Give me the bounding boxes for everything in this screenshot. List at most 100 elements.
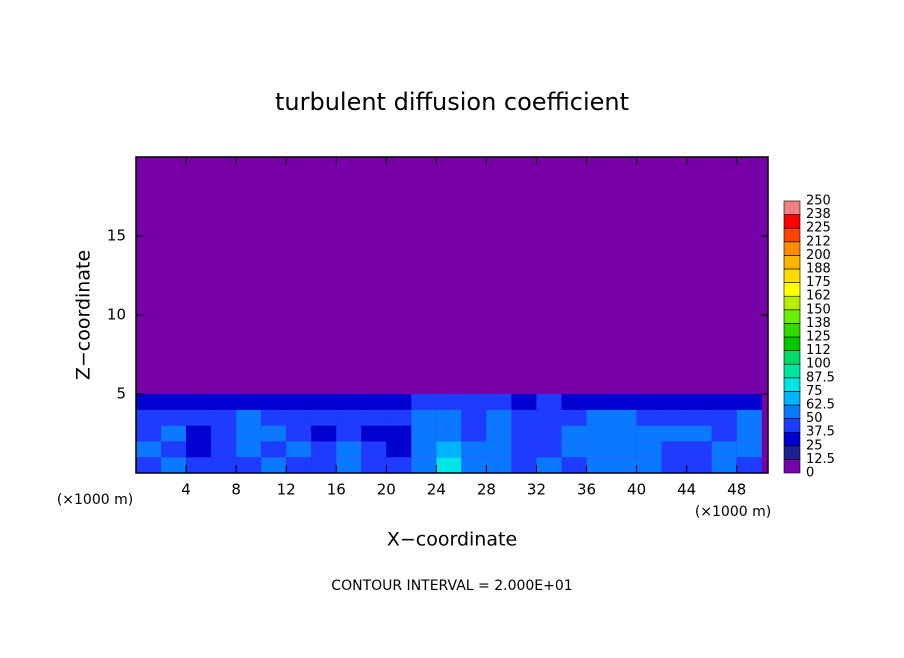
cell [561, 457, 587, 473]
cell [436, 157, 462, 394]
cell [261, 409, 287, 426]
cell [711, 441, 737, 458]
cell [386, 157, 412, 394]
x-tick-label: 8 [231, 481, 241, 499]
cell [636, 157, 662, 394]
cell [661, 157, 687, 394]
cell [711, 394, 737, 410]
cell [711, 157, 737, 394]
cell [161, 409, 187, 426]
cell [511, 157, 537, 394]
cell [436, 425, 462, 442]
cell [411, 425, 437, 442]
cell [561, 394, 587, 410]
cell [711, 409, 737, 426]
colorbar-band [783, 268, 801, 283]
colorbar-label: 75 [806, 384, 823, 399]
y-axis-label: Z−coordinate [73, 250, 95, 380]
cell [311, 409, 337, 426]
cell [186, 409, 212, 426]
cell [736, 157, 762, 394]
cell [136, 441, 162, 458]
colorbar-label: 200 [806, 248, 831, 263]
cell [736, 441, 762, 458]
x-tick-label: 28 [477, 481, 496, 499]
x-tick-label: 24 [427, 481, 446, 499]
cell [186, 394, 212, 410]
colorbar-label: 0 [806, 466, 814, 481]
cell [661, 394, 687, 410]
cell [536, 157, 562, 394]
cell [461, 457, 487, 473]
cell [261, 425, 287, 442]
cell [736, 425, 762, 442]
cell [661, 441, 687, 458]
cell [261, 441, 287, 458]
x-tick-label: 16 [327, 481, 346, 499]
cell [611, 394, 637, 410]
colorbar-label: 162 [806, 289, 831, 304]
cell [236, 441, 262, 458]
colorbar-band [783, 241, 801, 256]
cell [311, 394, 337, 410]
cell [336, 425, 362, 442]
cell [361, 157, 387, 394]
colorbar-label: 150 [806, 302, 831, 317]
cell [286, 425, 312, 442]
cell [136, 425, 162, 442]
cell [286, 409, 312, 426]
x-tick-label: 48 [727, 481, 746, 499]
cell [611, 425, 637, 442]
cell [686, 394, 712, 410]
cell [711, 425, 737, 442]
cell [386, 457, 412, 473]
colorbar-label: 50 [806, 411, 823, 426]
cell [286, 157, 312, 394]
cell [386, 425, 412, 442]
cell [661, 409, 687, 426]
colorbar-band [783, 282, 801, 297]
cell [636, 394, 662, 410]
cell [436, 441, 462, 458]
cell [736, 457, 762, 473]
cell [611, 409, 637, 426]
cell [511, 425, 537, 442]
cell [411, 441, 437, 458]
cell [586, 441, 612, 458]
cell [236, 425, 262, 442]
cell [536, 409, 562, 426]
cell [261, 394, 287, 410]
x-tick-label: 44 [677, 481, 696, 499]
cell [186, 157, 212, 394]
cell [261, 157, 287, 394]
colorbar-band [783, 431, 801, 447]
colorbar-label: 100 [806, 357, 831, 372]
colorbar-band [783, 309, 801, 324]
colorbar-label: 138 [806, 316, 831, 331]
cell [186, 441, 212, 458]
cell [361, 394, 387, 410]
colorbar-band [783, 323, 801, 338]
cell [161, 394, 187, 410]
x-tick-label: 20 [377, 481, 396, 499]
colorbar-label: 250 [806, 194, 831, 209]
cell [236, 157, 262, 394]
cell [611, 157, 637, 394]
cell [736, 394, 762, 410]
cell [486, 425, 512, 442]
y-tick-label: 10 [107, 306, 126, 324]
colorbar-label: 62.5 [806, 398, 835, 413]
cell [511, 457, 537, 473]
colorbar-band [783, 445, 801, 460]
colorbar-label: 175 [806, 275, 831, 290]
cell [436, 457, 462, 473]
cell [336, 157, 362, 394]
cell [561, 157, 587, 394]
cell [161, 441, 187, 458]
cell [486, 457, 512, 473]
cell [211, 394, 237, 410]
cell [211, 457, 237, 473]
x-axis-label: X−coordinate [387, 529, 517, 551]
cell [536, 425, 562, 442]
